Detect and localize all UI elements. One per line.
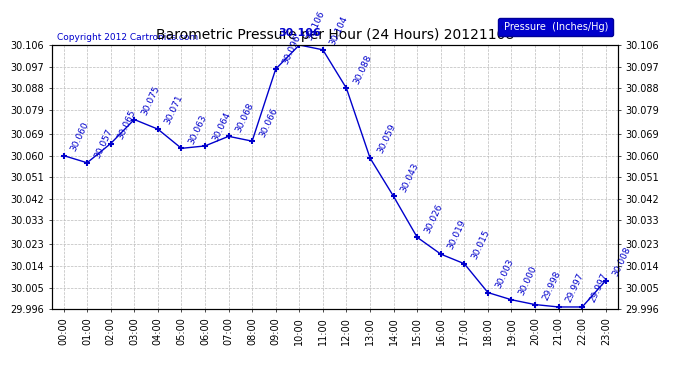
Text: 30.060: 30.060 — [69, 120, 90, 153]
Text: 30.071: 30.071 — [164, 94, 185, 126]
Text: 30.019: 30.019 — [446, 219, 468, 251]
Text: 29.997: 29.997 — [588, 272, 609, 304]
Text: 30.043: 30.043 — [399, 161, 421, 194]
Text: 30.064: 30.064 — [210, 111, 232, 143]
Text: 30.065: 30.065 — [116, 108, 138, 141]
Text: 29.997: 29.997 — [564, 272, 586, 304]
Text: 30.068: 30.068 — [234, 101, 255, 134]
Text: 30.104: 30.104 — [328, 15, 350, 47]
Legend: Pressure  (Inches/Hg): Pressure (Inches/Hg) — [497, 18, 613, 36]
Text: 30.026: 30.026 — [423, 202, 444, 234]
Text: 29.998: 29.998 — [540, 270, 562, 302]
Text: 30.075: 30.075 — [140, 84, 161, 117]
Text: 30.063: 30.063 — [187, 113, 208, 146]
Text: 30.059: 30.059 — [375, 123, 397, 155]
Text: 30.088: 30.088 — [352, 53, 373, 86]
Text: 30.106: 30.106 — [278, 28, 321, 38]
Text: 30.066: 30.066 — [257, 106, 279, 138]
Text: 30.008: 30.008 — [611, 245, 633, 278]
Title: Barometric Pressure per Hour (24 Hours) 20121108: Barometric Pressure per Hour (24 Hours) … — [155, 28, 514, 42]
Text: 30.057: 30.057 — [92, 128, 114, 160]
Text: Copyright 2012 Cartronics.com: Copyright 2012 Cartronics.com — [57, 33, 199, 42]
Text: 30.106: 30.106 — [305, 10, 326, 42]
Text: 30.096: 30.096 — [282, 34, 303, 66]
Text: 30.015: 30.015 — [470, 228, 491, 261]
Text: 30.000: 30.000 — [517, 264, 538, 297]
Text: 30.003: 30.003 — [493, 257, 515, 290]
